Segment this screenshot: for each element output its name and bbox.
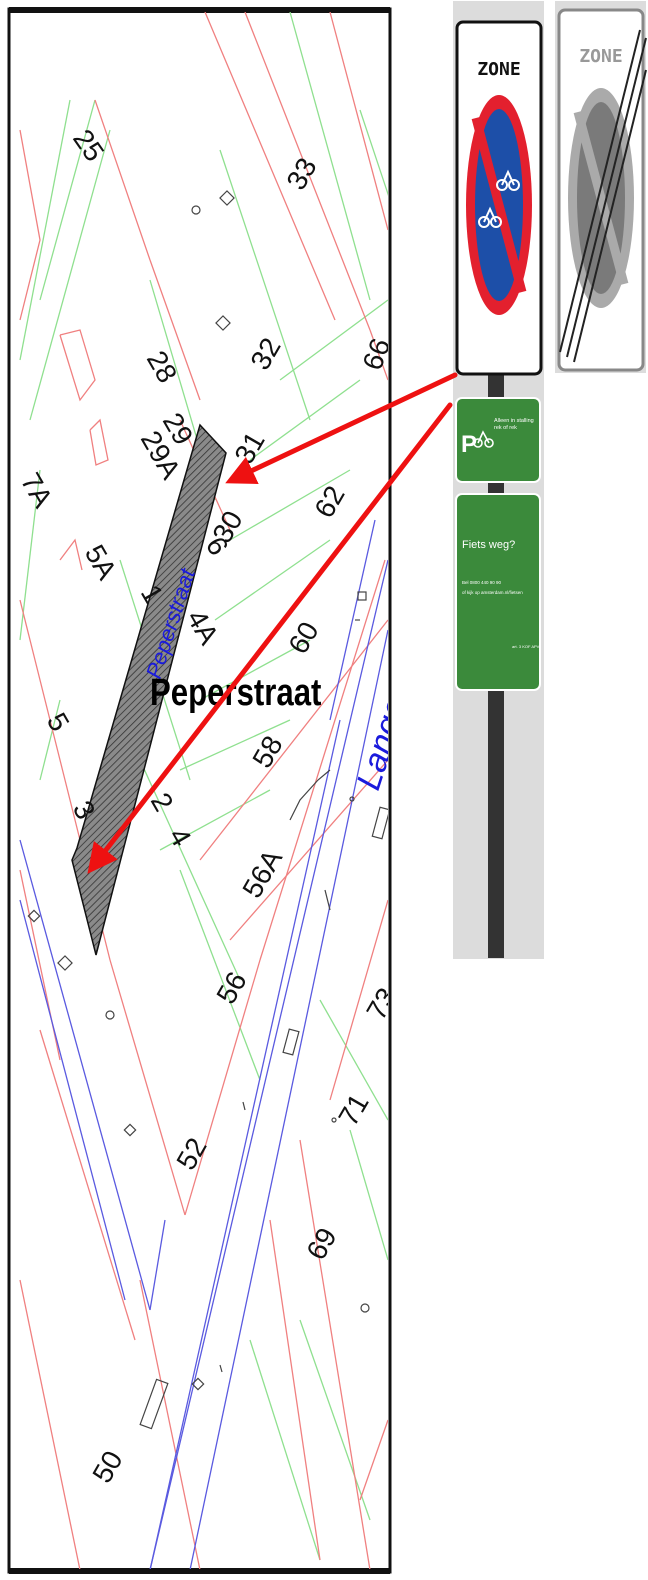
bicycle-icon bbox=[473, 430, 494, 448]
road-lines-blue bbox=[19, 519, 388, 1569]
annotation-arrows bbox=[87, 372, 458, 874]
peperstraat-hatched-area bbox=[71, 423, 227, 956]
zone-end-sign-panel: ZONE bbox=[555, 1, 647, 373]
bike-removal-title: Fiets weg? bbox=[462, 539, 515, 551]
arrow-to-street-entry bbox=[225, 372, 458, 484]
bike-removal-phone: Bel 0800 440 90 90 bbox=[462, 580, 502, 585]
map-frame bbox=[7, 7, 392, 1574]
bicycle-parking-sign: P Alleen in stalling rek of rek bbox=[455, 397, 541, 483]
bike-removal-regulation: art. 3 KOF APV bbox=[512, 644, 540, 649]
bike-removal-sign: Fiets weg? Bel 0800 440 90 90 of kijk op… bbox=[455, 493, 541, 691]
bicycle-icon bbox=[478, 169, 520, 228]
parking-rule-text: Alleen in stalling rek of rek bbox=[494, 418, 534, 431]
zone-label: ZONE bbox=[477, 59, 520, 80]
zone-parking-sign: ZONE bbox=[455, 20, 543, 376]
map-symbols bbox=[27, 190, 388, 1430]
sign-post-panel: ZONE P Alleen in stalling rek of rek Fie… bbox=[453, 1, 544, 959]
map-panel: 25 33 28 29 29A 32 31 30 66 7A 5A 1 4A 6… bbox=[7, 7, 392, 1574]
parking-p-label: P bbox=[461, 431, 477, 458]
zone-end-label: ZONE bbox=[579, 46, 622, 67]
zone-end-strike-icon bbox=[559, 29, 647, 363]
arrow-to-street-end bbox=[87, 402, 453, 874]
bike-removal-website: of kijk op amsterdam.nl/fietsen bbox=[462, 590, 523, 595]
